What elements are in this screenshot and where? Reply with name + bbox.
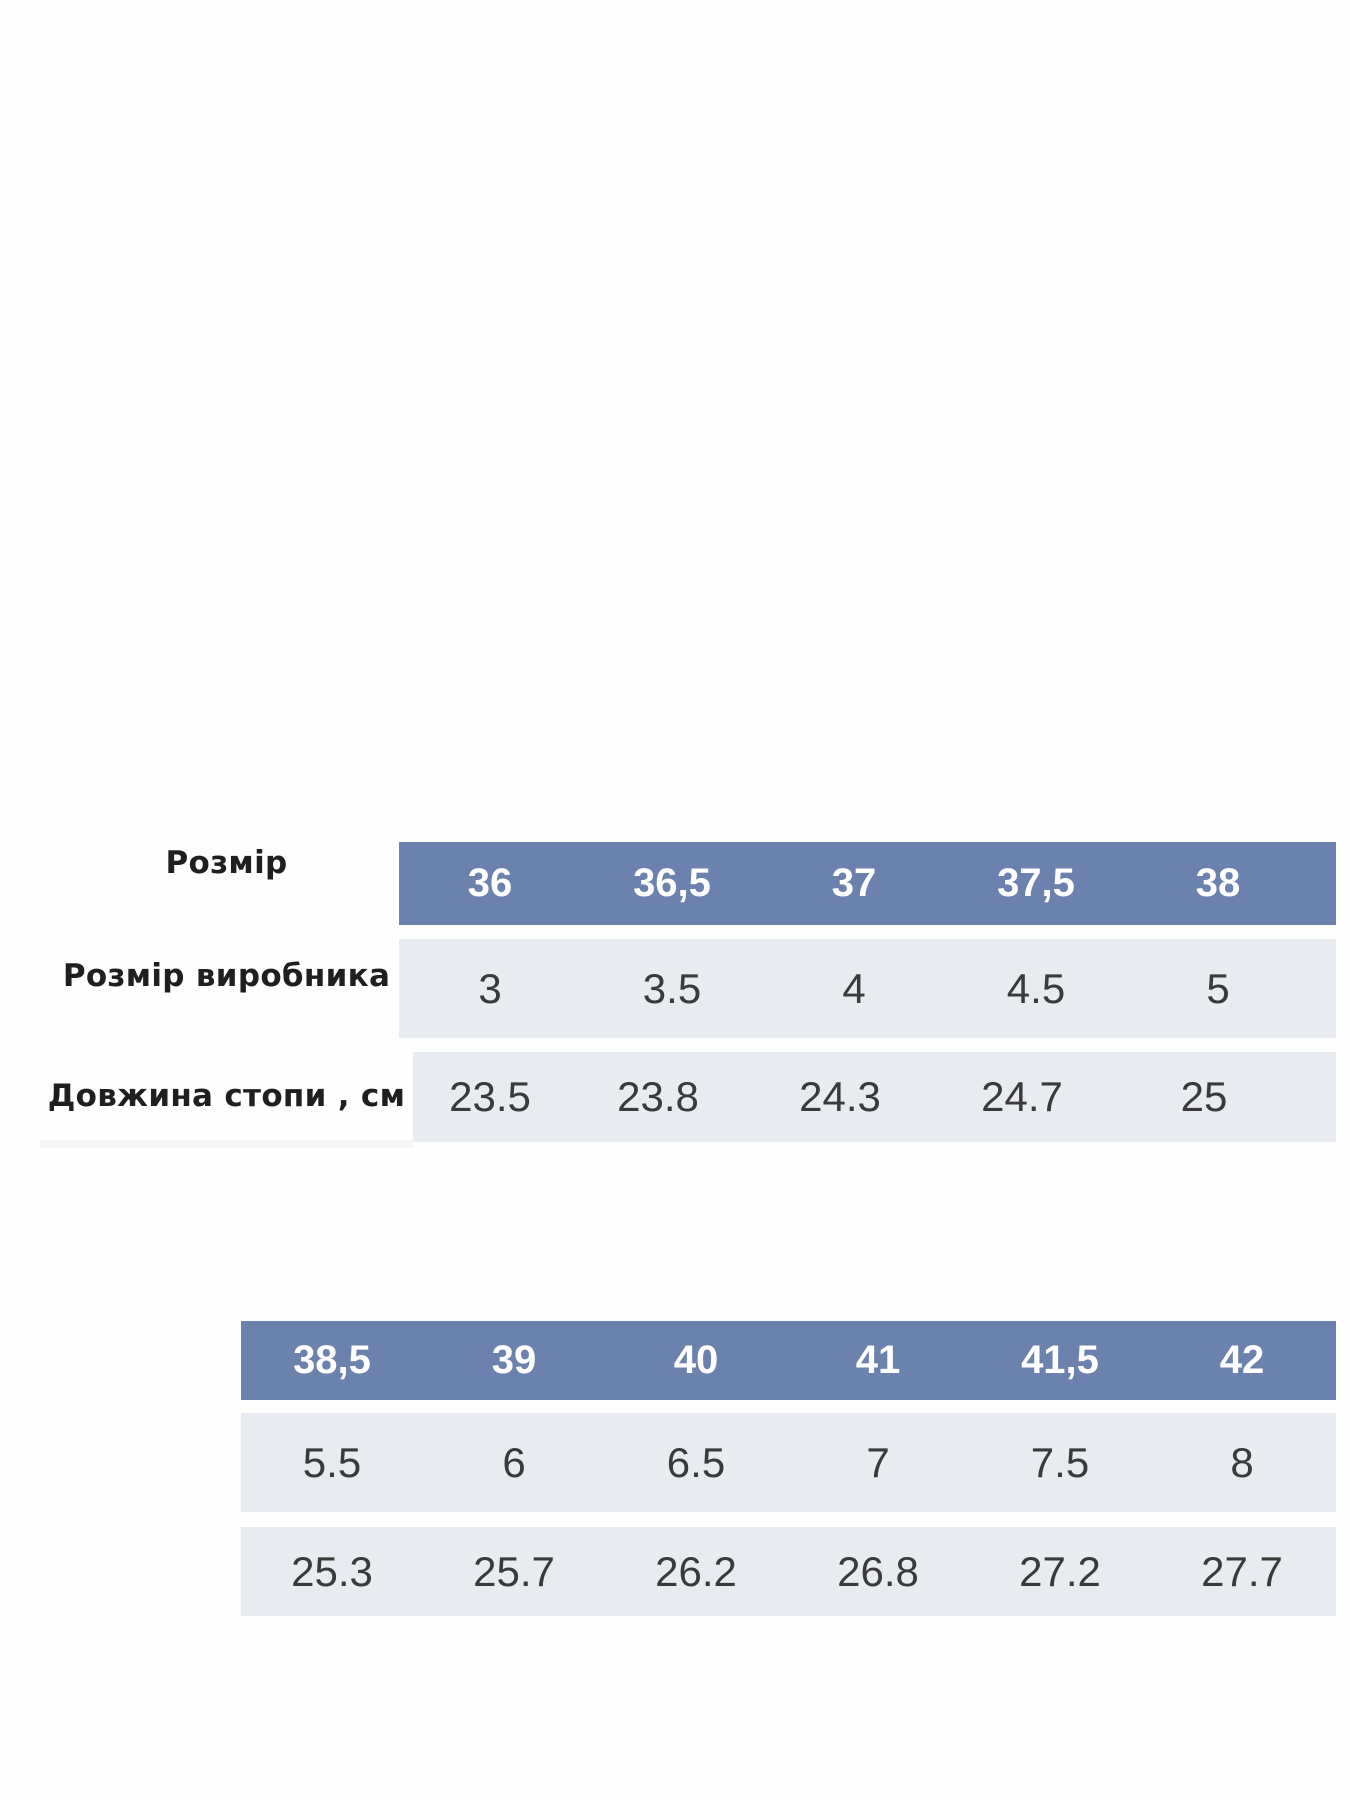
label-underline — [40, 1140, 413, 1148]
manufacturer-cell: 5.5 — [302, 1438, 362, 1486]
foot-length-cell: 25.7 — [473, 1547, 555, 1595]
size-cell: 40 — [673, 1338, 719, 1382]
size-cell: 37,5 — [997, 861, 1075, 905]
row-label-manufacturer-size: Розмір виробника — [62, 958, 391, 994]
size-cell: 38 — [1195, 861, 1241, 905]
manufacturer-cell: 3.5 — [642, 964, 702, 1012]
row-label-foot-length: Довжина стопи , см — [47, 1078, 406, 1114]
manufacturer-cell: 7.5 — [1030, 1438, 1090, 1486]
size-cell: 39 — [491, 1338, 537, 1382]
manufacturer-row: 3 3.5 4 4.5 5 — [399, 939, 1336, 1038]
size-cell: 38,5 — [293, 1338, 371, 1382]
size-cell: 36,5 — [633, 861, 711, 905]
manufacturer-cell: 3 — [478, 964, 502, 1012]
size-cell: 42 — [1219, 1338, 1265, 1382]
manufacturer-cell: 7 — [866, 1438, 890, 1486]
foot-length-cell: 27.7 — [1201, 1547, 1283, 1595]
manufacturer-cell: 6.5 — [666, 1438, 726, 1486]
foot-length-cell: 23.8 — [617, 1073, 699, 1120]
foot-length-row: 23.5 23.8 24.3 24.7 25 — [413, 1052, 1336, 1142]
foot-length-cell: 24.3 — [799, 1073, 881, 1120]
foot-length-cell: 25 — [1180, 1073, 1228, 1120]
foot-length-cell: 26.2 — [655, 1547, 737, 1595]
manufacturer-cell: 4 — [842, 964, 866, 1012]
manufacturer-cell: 4.5 — [1006, 964, 1066, 1012]
manufacturer-cell: 8 — [1230, 1438, 1254, 1486]
manufacturer-cell: 6 — [502, 1438, 526, 1486]
foot-length-cell: 27.2 — [1019, 1547, 1101, 1595]
header-row: 38,5 39 40 41 41,5 42 — [241, 1321, 1336, 1400]
manufacturer-row: 5.5 6 6.5 7 7.5 8 — [241, 1413, 1336, 1512]
header-row: 36 36,5 37 37,5 38 — [399, 842, 1336, 925]
foot-length-cell: 26.8 — [837, 1547, 919, 1595]
size-cell: 41 — [855, 1338, 901, 1382]
manufacturer-cell: 5 — [1206, 964, 1230, 1012]
foot-length-cell: 23.5 — [449, 1073, 531, 1120]
size-cell: 41,5 — [1021, 1338, 1099, 1382]
foot-length-cell: 24.7 — [981, 1073, 1063, 1120]
foot-length-cell: 25.3 — [291, 1547, 373, 1595]
row-label-size: Розмір — [165, 845, 288, 881]
size-cell: 37 — [831, 861, 877, 905]
size-cell: 36 — [467, 861, 513, 905]
foot-length-row: 25.3 25.7 26.2 26.8 27.2 27.7 — [241, 1527, 1336, 1616]
